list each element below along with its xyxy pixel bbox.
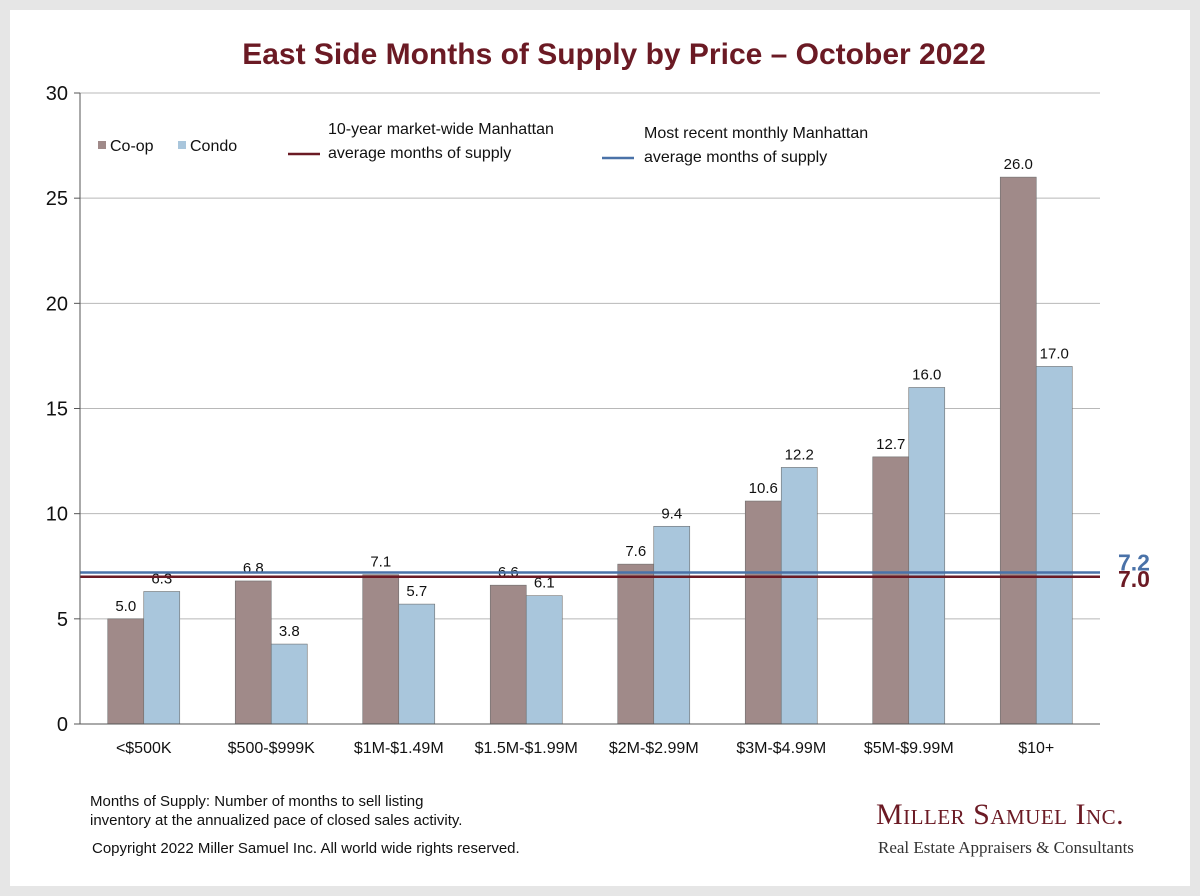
legend-label: Condo	[190, 138, 237, 155]
grid-lines	[80, 92, 1100, 620]
x-tick-label: $500-$999K	[228, 740, 316, 757]
legend-label: Most recent monthly Manhattan	[644, 125, 868, 142]
data-label: 12.7	[876, 436, 905, 453]
company-logo-name: Miller Samuel Inc.	[876, 798, 1125, 831]
y-tick-label: 15	[46, 399, 68, 421]
bar-condo	[780, 467, 818, 725]
definition-line-2: inventory at the annualized pace of clos…	[90, 812, 463, 829]
x-tick-label: $1.5M-$1.99M	[475, 740, 578, 757]
data-label: 17.0	[1040, 345, 1069, 362]
bar-co-op	[362, 574, 400, 725]
bar-condo	[270, 643, 308, 725]
data-label: 5.0	[115, 598, 136, 615]
y-tick-label: 0	[57, 714, 68, 736]
data-label: 3.8	[279, 623, 300, 640]
legend-label: average months of supply	[328, 145, 511, 162]
chart-card: East Side Months of Supply by Price – Oc…	[10, 10, 1190, 886]
data-label: 6.3	[151, 570, 172, 587]
reference-line-value-label: 7.0	[1118, 566, 1150, 592]
legend-label: average months of supply	[644, 149, 827, 166]
chart: East Side Months of Supply by Price – Oc…	[46, 38, 1150, 757]
bar-co-op	[617, 563, 655, 725]
data-label: 16.0	[912, 366, 941, 383]
data-label: 12.2	[785, 446, 814, 463]
bar-condo	[1035, 366, 1073, 725]
bars: 5.06.36.83.87.15.76.66.17.69.410.612.212…	[107, 156, 1073, 725]
legend-label: 10-year market-wide Manhattan	[328, 121, 554, 138]
y-tick-label: 10	[46, 504, 68, 526]
bar-co-op	[744, 500, 782, 725]
data-label: 10.6	[749, 480, 778, 497]
bar-condo	[398, 603, 436, 725]
data-label: 6.1	[534, 575, 555, 592]
definition-line-1: Months of Supply: Number of months to se…	[90, 793, 424, 810]
x-tick-label: $3M-$4.99M	[736, 740, 826, 757]
reference-line-value-label: 7.2	[1118, 550, 1150, 576]
data-label: 9.4	[661, 505, 682, 522]
legend-swatch	[178, 141, 186, 149]
y-tick-label: 20	[46, 293, 68, 315]
legend-swatch	[98, 141, 106, 149]
bar-condo	[653, 525, 691, 725]
chart-title: East Side Months of Supply by Price – Oc…	[242, 38, 986, 71]
x-tick-label: $10+	[1018, 740, 1054, 757]
definition-note: Months of Supply: Number of months to se…	[90, 792, 462, 830]
y-tick-label: 5	[57, 609, 68, 631]
bar-co-op	[489, 584, 527, 725]
bar-co-op	[107, 618, 145, 725]
data-label: 26.0	[1004, 156, 1033, 173]
legend-label: Co-op	[110, 138, 154, 155]
copyright-note: Copyright 2022 Miller Samuel Inc. All wo…	[92, 840, 520, 857]
axes: 0 5 10 15 20 25 30 <$500K $500-$999K $1M-$1.49M $1…	[46, 83, 1100, 757]
data-label: 7.1	[370, 554, 391, 571]
bar-co-op	[234, 580, 272, 725]
x-tick-label: $2M-$2.99M	[609, 740, 699, 757]
bar-condo	[908, 387, 946, 725]
bar-condo	[143, 591, 181, 725]
x-tick-label: $1M-$1.49M	[354, 740, 444, 757]
reference-lines: 7.07.2	[80, 550, 1150, 592]
y-tick-label: 25	[46, 188, 68, 210]
y-tick-label: 30	[46, 83, 68, 105]
data-label: 6.8	[243, 560, 264, 577]
bar-condo	[525, 595, 563, 725]
legend: Co-op Condo 10-year market-wide Manhattan a…	[98, 121, 868, 166]
bar-co-op	[999, 176, 1037, 725]
data-label: 5.7	[406, 583, 427, 600]
x-tick-label: $5M-$9.99M	[864, 740, 954, 757]
company-logo-tagline: Real Estate Appraisers & Consultants	[878, 838, 1134, 857]
data-label: 7.6	[625, 543, 646, 560]
bar-co-op	[872, 456, 910, 725]
x-tick-label: <$500K	[116, 740, 172, 757]
